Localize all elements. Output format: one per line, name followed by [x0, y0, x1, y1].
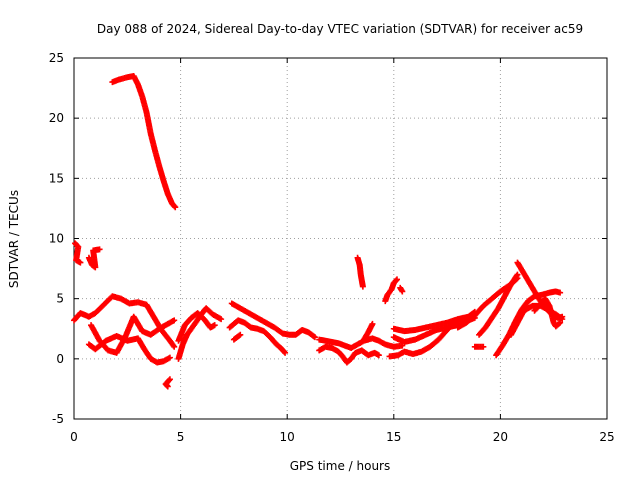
chart-title: Day 088 of 2024, Sidereal Day-to-day VTE… — [97, 22, 583, 36]
series-arc-s — [476, 271, 521, 338]
y-tick-label-3: 10 — [49, 232, 64, 246]
data-point — [393, 276, 400, 283]
data-point — [557, 319, 564, 326]
data-point — [282, 349, 289, 356]
x-tick-label-5: 25 — [599, 430, 614, 444]
series-arc-high — [109, 73, 179, 211]
data-point — [375, 352, 382, 359]
x-tick-label-3: 15 — [386, 430, 401, 444]
data-point — [513, 276, 520, 283]
data-point — [281, 348, 288, 355]
data-point — [237, 331, 244, 338]
series-arc-t — [454, 275, 521, 331]
x-tick-label-4: 20 — [493, 430, 508, 444]
series-arc-y — [531, 295, 564, 330]
series-arc-f — [175, 310, 218, 344]
x-tick-label-2: 10 — [280, 430, 295, 444]
data-point — [236, 332, 243, 339]
y-axis-label: SDTVAR / TECUs — [7, 190, 21, 288]
series-arc-i — [230, 331, 244, 343]
data-point — [369, 320, 376, 327]
data-point — [96, 246, 103, 253]
data-point — [311, 334, 318, 341]
data-point — [557, 289, 564, 296]
plot-frame — [73, 57, 608, 420]
series-arc-a — [71, 293, 178, 350]
data-point — [172, 204, 179, 211]
series-arc-k — [316, 343, 382, 366]
data-point — [77, 259, 84, 266]
data-point — [556, 320, 563, 327]
x-tick-label-0: 0 — [70, 430, 78, 444]
data-point — [359, 283, 366, 290]
series-arc-u — [471, 343, 487, 350]
data-point — [456, 316, 463, 323]
grid — [74, 58, 607, 419]
series-arc-d — [162, 376, 173, 390]
data-point — [211, 322, 218, 329]
data-point — [480, 343, 487, 350]
series-arc-start-b — [85, 246, 103, 271]
data-points — [71, 73, 566, 390]
series-arc-l — [354, 254, 366, 290]
data-point — [166, 354, 173, 361]
series-arc-r — [386, 316, 463, 360]
series-arc-m — [382, 276, 400, 305]
series-arc-start-a — [72, 240, 84, 266]
data-point — [559, 313, 566, 320]
data-point — [164, 383, 171, 390]
y-tick-label-6: 25 — [49, 51, 64, 65]
series-arc-n — [397, 284, 406, 295]
data-point — [218, 316, 225, 323]
series-arc-j — [316, 335, 406, 352]
series-arc-o — [360, 320, 376, 343]
y-tick-label-5: 20 — [49, 111, 64, 125]
series-arc-h — [226, 317, 289, 356]
data-point — [310, 333, 317, 340]
series-arc-c — [85, 332, 173, 366]
series-arc-b — [88, 313, 178, 356]
data-point — [171, 343, 178, 350]
series-arc-e — [175, 305, 225, 362]
data-point — [399, 288, 406, 295]
series-arc-g — [228, 300, 318, 341]
data-point — [514, 275, 521, 282]
x-axis-label: GPS time / hours — [290, 459, 391, 473]
y-tick-label-1: 0 — [56, 352, 64, 366]
y-tick-label-4: 15 — [49, 171, 64, 185]
data-point — [171, 317, 178, 324]
y-tick-label-0: -5 — [52, 412, 64, 426]
y-tick-label-2: 5 — [56, 292, 64, 306]
axis-ticks: 0 5 10 15 20 25 -5 0 5 10 15 20 25 — [49, 51, 615, 444]
x-tick-label-1: 5 — [177, 430, 185, 444]
